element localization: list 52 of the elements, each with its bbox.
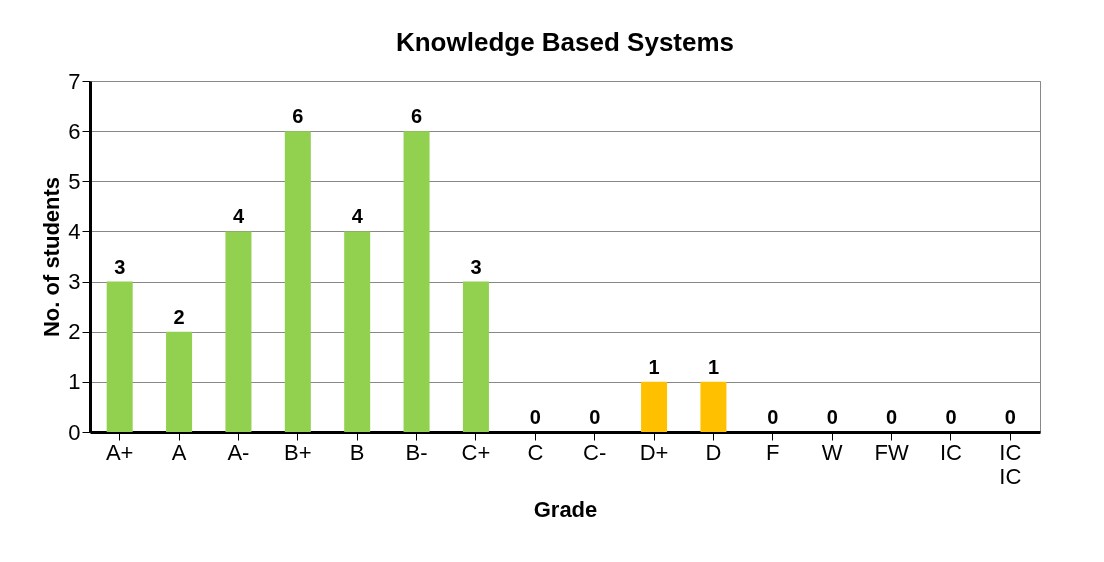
x-tick-label: C (527, 439, 544, 465)
x-axis-title: Grade (533, 496, 598, 522)
data-label: 6 (292, 105, 304, 128)
bar (700, 381, 727, 432)
data-label: 2 (173, 305, 185, 328)
y-tick-label: 0 (68, 419, 81, 445)
y-axis-title: No. of students (39, 176, 65, 338)
x-tick-label: C+ (461, 439, 491, 465)
chart-title: Knowledge Based Systems (395, 27, 735, 57)
data-label: 0 (529, 406, 541, 428)
data-label: 1 (707, 355, 719, 378)
y-tick-label: 5 (68, 168, 81, 194)
bar (641, 381, 668, 432)
bar (344, 231, 371, 432)
x-tick-label: A+ (105, 439, 134, 465)
x-tick-label: C- (583, 439, 607, 465)
data-label: 0 (767, 406, 779, 428)
x-tick-label: FW (874, 439, 909, 465)
x-tick-label: B- (405, 439, 428, 465)
bar (166, 331, 193, 432)
data-label: 6 (411, 105, 423, 128)
y-tick-label: 1 (68, 369, 81, 395)
x-tick-label: D (705, 439, 722, 465)
x-tick-label: B (349, 439, 365, 465)
bar (403, 131, 430, 432)
data-label: 0 (886, 406, 898, 428)
y-tick-label: 7 (68, 68, 81, 94)
data-label: 0 (1004, 406, 1016, 428)
y-tick-label: 2 (68, 319, 81, 345)
data-label: 1 (648, 355, 660, 378)
x-tick-label: IC IC (999, 439, 1022, 489)
y-tick-label: 3 (68, 269, 81, 295)
data-label: 3 (114, 255, 126, 278)
data-label: 4 (232, 205, 245, 228)
data-label: 3 (470, 255, 482, 278)
x-tick-label: D+ (639, 439, 669, 465)
y-tick-label: 6 (68, 118, 81, 144)
x-tick-label: A- (227, 439, 250, 465)
x-tick-label: W (821, 439, 843, 465)
y-tick-label: 4 (68, 218, 81, 244)
data-label: 4 (351, 205, 364, 228)
x-tick-label: B+ (284, 439, 312, 465)
bar (462, 281, 489, 432)
data-label: 0 (589, 406, 601, 428)
bar (225, 231, 252, 432)
bar (284, 131, 311, 432)
x-tick-label: IC (939, 439, 963, 465)
x-tick-label: F (766, 439, 780, 465)
x-tick-label: A (171, 439, 187, 465)
data-label: 0 (945, 406, 957, 428)
bar (106, 281, 133, 432)
data-label: 0 (826, 406, 838, 428)
